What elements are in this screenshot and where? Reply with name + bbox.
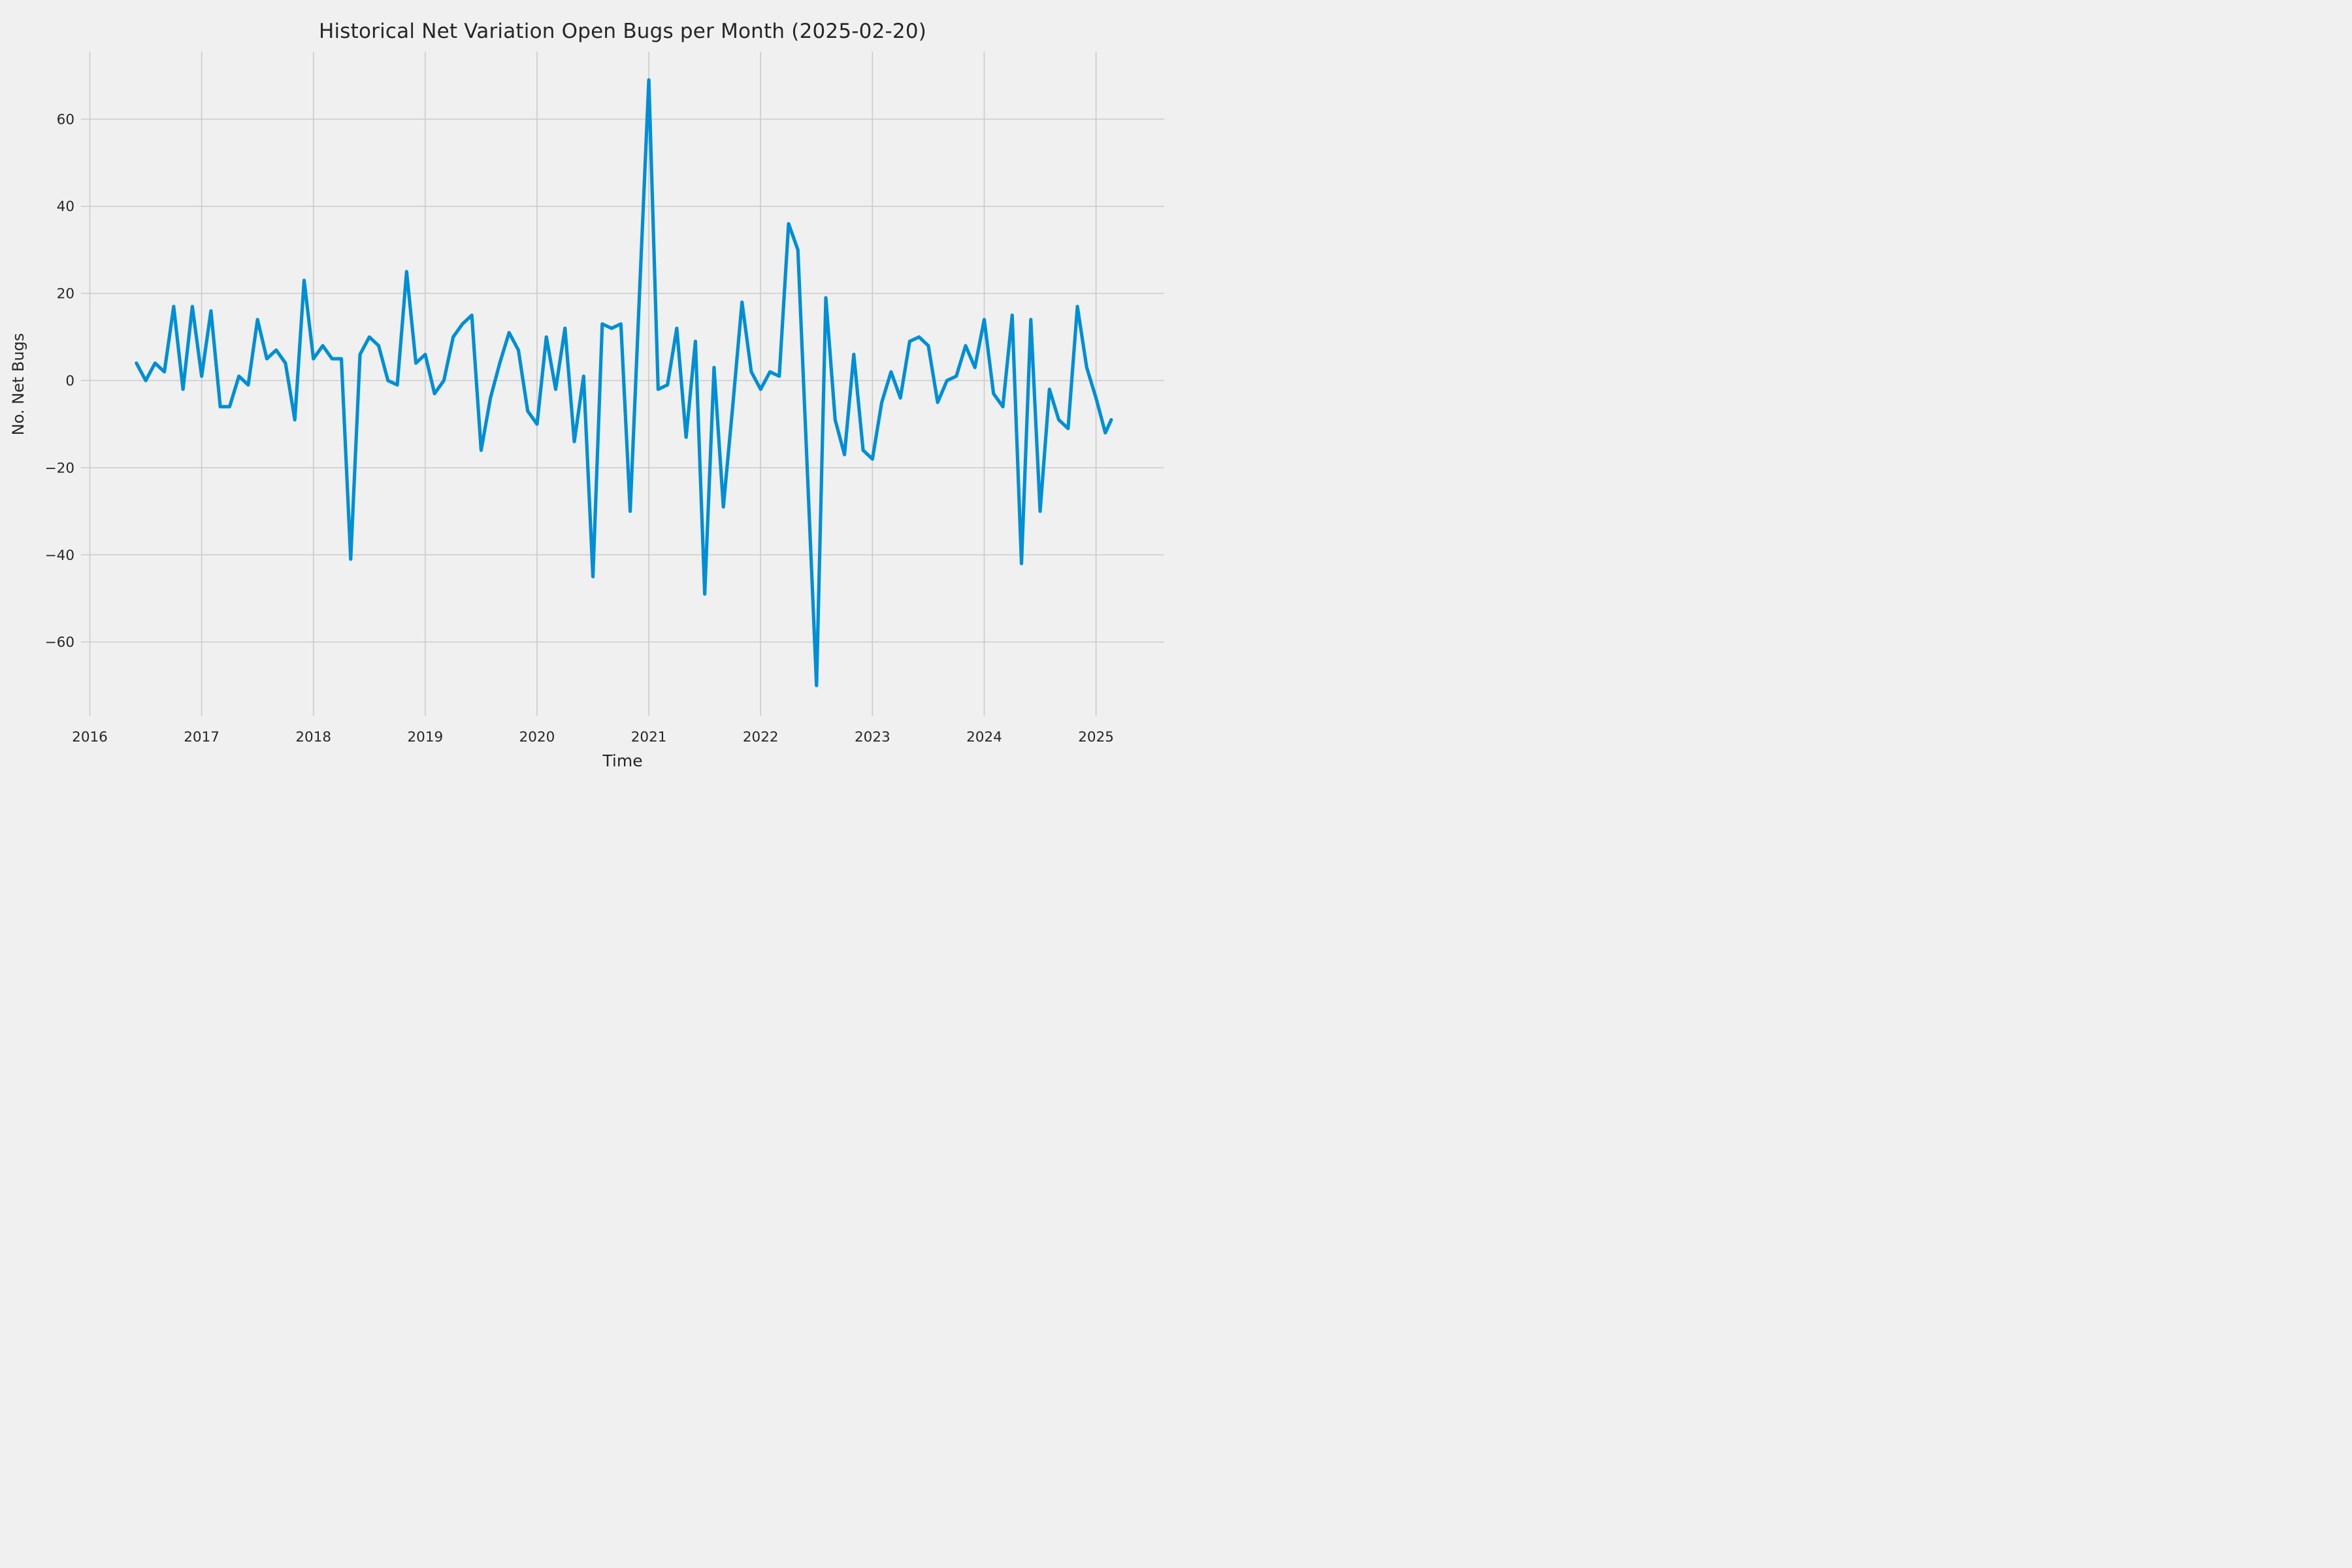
line-chart-plot: 2016 2017 2018 2019 2020 2021 2022 2023 2024 2025… [45,52,1164,745]
y-tick-label-0: 0 [65,373,74,389]
net-bugs-line-series [135,78,1113,687]
x-tick-label-2017: 2017 [184,729,220,745]
x-tick-label-2022: 2022 [743,729,779,745]
x-axis-label: Time [602,751,643,770]
y-tick-label--60: −60 [45,634,74,651]
x-tick-label-2025: 2025 [1078,729,1114,745]
y-tick-label-60: 60 [57,112,74,128]
x-tick-label-2024: 2024 [966,729,1002,745]
x-tick-label-2016: 2016 [72,729,108,745]
x-tick-label-2019: 2019 [408,729,444,745]
y-tick-label-20: 20 [57,286,74,302]
y-tick-label--20: −20 [45,460,74,476]
x-tick-label-2020: 2020 [519,729,555,745]
y-tick-label-40: 40 [57,199,74,215]
chart-figure: Historical Net Variation Open Bugs per M… [0,0,1176,784]
chart-title: Historical Net Variation Open Bugs per M… [318,20,927,43]
x-tick-label-2018: 2018 [295,729,331,745]
x-tick-label-2021: 2021 [631,729,667,745]
y-axis-label: No. Net Bugs [9,333,27,436]
x-tick-label-2023: 2023 [855,729,890,745]
y-tick-label--40: −40 [45,547,74,564]
